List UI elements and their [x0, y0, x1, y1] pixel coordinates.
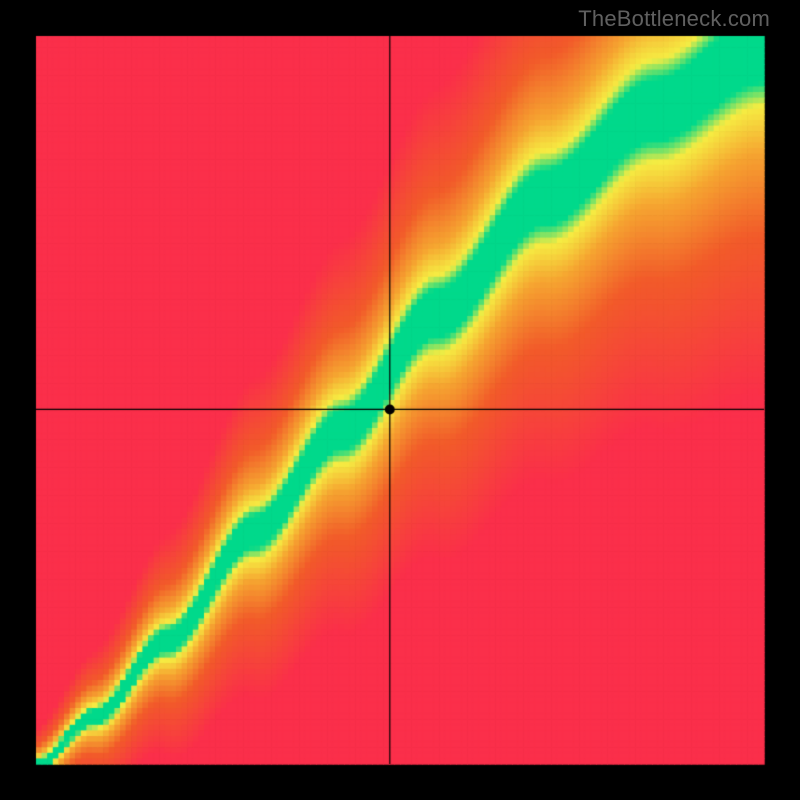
bottleneck-heatmap — [0, 0, 800, 800]
watermark-text: TheBottleneck.com — [578, 6, 770, 32]
chart-container: TheBottleneck.com — [0, 0, 800, 800]
